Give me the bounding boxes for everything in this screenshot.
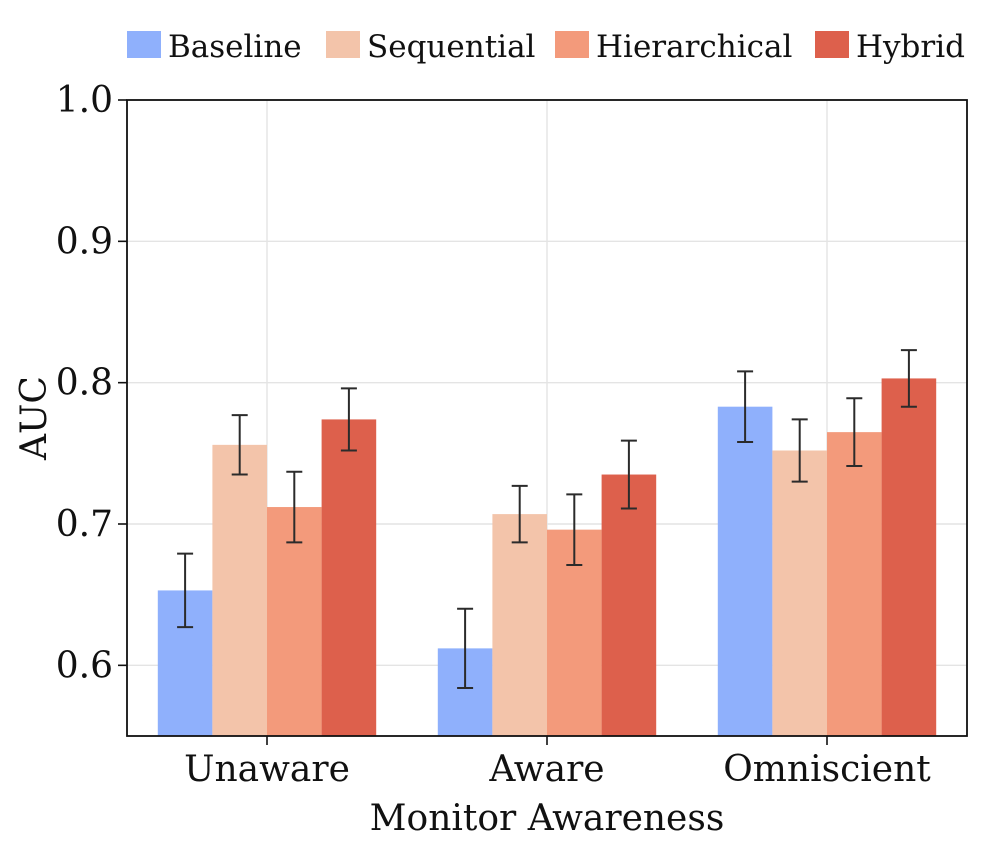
legend: Baseline Sequential Hierarchical Hybrid <box>127 29 965 65</box>
bar <box>212 444 267 736</box>
legend-label: Hierarchical <box>596 29 792 65</box>
y-tick-label: 1.0 <box>56 80 113 121</box>
bar <box>772 450 827 736</box>
bar <box>601 474 657 736</box>
y-axis-ticks: 0.6 0.7 0.8 0.9 1.0 <box>56 80 127 686</box>
legend-label: Hybrid <box>856 29 965 65</box>
legend-swatch <box>127 31 161 58</box>
y-tick-label: 0.6 <box>56 645 113 686</box>
bar <box>717 406 773 736</box>
bar <box>827 432 882 736</box>
x-tick-label: Unaware <box>184 749 350 790</box>
bar <box>492 514 547 736</box>
legend-label: Baseline <box>168 29 302 65</box>
bar <box>881 378 937 736</box>
bar <box>267 507 322 736</box>
x-axis-title: Monitor Awareness <box>370 798 725 839</box>
legend-label: Sequential <box>367 29 535 65</box>
legend-swatch <box>555 31 589 58</box>
legend-swatch <box>815 31 849 58</box>
bars <box>157 378 937 736</box>
x-tick-label: Aware <box>488 749 604 790</box>
error-bars <box>177 349 917 689</box>
y-tick-label: 0.8 <box>56 363 113 404</box>
y-tick-label: 0.9 <box>56 221 113 262</box>
legend-swatch <box>326 31 360 58</box>
y-tick-label: 0.7 <box>56 504 113 545</box>
x-tick-label: Omniscient <box>723 749 931 790</box>
x-axis-ticks: Unaware Aware Omniscient <box>184 736 931 790</box>
bar <box>321 419 377 736</box>
y-axis-title: AUC <box>14 376 55 461</box>
